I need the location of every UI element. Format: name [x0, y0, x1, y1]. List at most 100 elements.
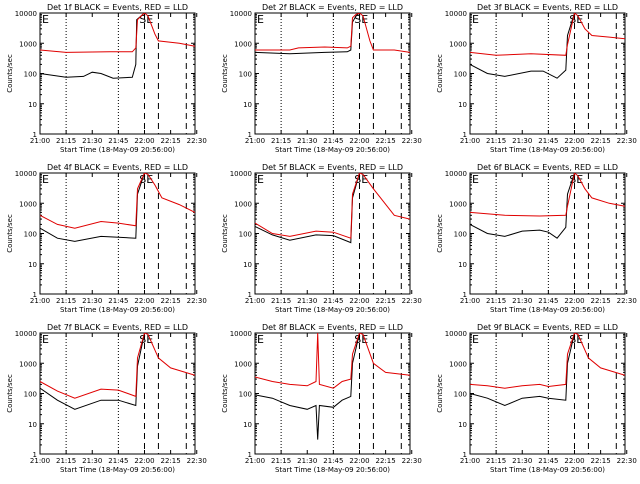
panel-title: Det 2f BLACK = Events, RED = LLD [262, 3, 403, 12]
x-tick-label: 22:30 [187, 457, 207, 465]
series-line-events [470, 333, 575, 407]
y-tick-label: 10000 [15, 10, 37, 18]
y-tick-label: 10 [28, 421, 37, 429]
x-axis-label: Start Time (18-May-09 20:56:00) [490, 466, 605, 474]
y-tick-label: 10000 [15, 330, 37, 338]
x-tick-label: 22:15 [376, 457, 396, 465]
y-tick-label: 10 [243, 421, 252, 429]
plot-frame [469, 172, 626, 295]
x-tick-label: 21:30 [512, 457, 532, 465]
x-tick-label: 21:30 [297, 297, 317, 305]
x-tick-label: 22:30 [187, 137, 207, 145]
series-line-lld [470, 333, 625, 389]
x-tick-label: 22:15 [161, 137, 181, 145]
x-tick-label: 21:45 [323, 297, 343, 305]
marker-label-e: E [472, 173, 479, 186]
y-tick-label: 1 [248, 131, 252, 139]
y-tick-label: 1 [33, 451, 37, 459]
series-line-events [40, 333, 145, 410]
x-tick-label: 22:30 [402, 297, 422, 305]
series-line-lld [40, 173, 195, 229]
panel-title: Det 6f BLACK = Events, RED = LLD [477, 163, 618, 172]
panel-title: Det 9f BLACK = Events, RED = LLD [477, 323, 618, 332]
y-tick-label: 100 [24, 71, 37, 79]
marker-label-se: SE [354, 333, 368, 346]
panel-det-2: Det 2f BLACK = Events, RED = LLD 1 10 100 10… [221, 3, 422, 154]
y-tick-label: 1 [463, 291, 467, 299]
x-tick-label: 22:30 [402, 137, 422, 145]
x-tick-label: 21:00 [460, 137, 480, 145]
y-tick-label: 10 [243, 101, 252, 109]
x-tick-label: 21:30 [297, 457, 317, 465]
plot-frame [254, 12, 411, 135]
y-tick-label: 1000 [449, 200, 467, 208]
y-axis-label: Counts/sec [6, 374, 14, 413]
y-axis-label: Counts/sec [436, 374, 444, 413]
plot-frame [254, 172, 411, 295]
panel-det-9: Det 9f BLACK = Events, RED = LLD 1 10 100 10… [436, 323, 637, 474]
y-axis-label: Counts/sec [436, 54, 444, 93]
y-tick-label: 1 [33, 291, 37, 299]
x-tick-label: 21:15 [271, 297, 291, 305]
marker-label-se: SE [569, 333, 583, 346]
panel-det-4: Det 4f BLACK = Events, RED = LLD 1 10 100 10… [6, 163, 207, 314]
y-axis-label: Counts/sec [221, 54, 229, 93]
x-tick-label: 22:00 [349, 137, 369, 145]
marker-label-e: E [42, 13, 49, 26]
y-tick-label: 100 [239, 391, 252, 399]
y-axis-label: Counts/sec [6, 214, 14, 253]
series-line-events [470, 173, 575, 239]
x-axis-label: Start Time (18-May-09 20:56:00) [275, 306, 390, 314]
series-line-lld [470, 13, 625, 56]
marker-label-se: SE [139, 13, 153, 26]
series-line-events [255, 13, 360, 55]
x-tick-label: 21:30 [512, 297, 532, 305]
marker-label-e: E [257, 173, 264, 186]
x-tick-label: 22:30 [617, 137, 637, 145]
x-axis-label: Start Time (18-May-09 20:56:00) [60, 466, 175, 474]
series-line-lld [255, 173, 410, 239]
x-tick-label: 22:30 [617, 297, 637, 305]
x-tick-label: 21:00 [460, 457, 480, 465]
y-tick-label: 1000 [449, 40, 467, 48]
marker-label-e: E [257, 13, 264, 26]
y-tick-label: 10 [28, 261, 37, 269]
panel-title: Det 7f BLACK = Events, RED = LLD [47, 323, 188, 332]
y-tick-label: 1 [33, 131, 37, 139]
x-tick-label: 21:00 [245, 457, 265, 465]
y-tick-label: 10000 [230, 170, 252, 178]
x-tick-label: 22:00 [134, 297, 154, 305]
x-tick-label: 21:00 [245, 297, 265, 305]
series-line-events [40, 13, 145, 79]
x-tick-label: 21:15 [56, 457, 76, 465]
y-axis-label: Counts/sec [6, 54, 14, 93]
y-axis-label: Counts/sec [436, 214, 444, 253]
x-axis-label: Start Time (18-May-09 20:56:00) [490, 146, 605, 154]
y-tick-label: 100 [454, 71, 467, 79]
plot-frame [469, 332, 626, 455]
y-tick-label: 1000 [19, 200, 37, 208]
marker-label-e: E [42, 333, 49, 346]
y-tick-label: 1000 [234, 40, 252, 48]
x-tick-label: 21:00 [245, 137, 265, 145]
x-tick-label: 22:15 [161, 297, 181, 305]
x-tick-label: 21:00 [30, 297, 50, 305]
marker-label-e: E [472, 13, 479, 26]
x-tick-label: 22:00 [349, 297, 369, 305]
y-tick-label: 1000 [19, 360, 37, 368]
series-line-lld [40, 333, 195, 399]
y-tick-label: 10 [243, 261, 252, 269]
panel-det-5: Det 5f BLACK = Events, RED = LLD 1 10 100 10… [221, 163, 422, 314]
y-tick-label: 10 [458, 261, 467, 269]
y-tick-label: 1000 [19, 40, 37, 48]
y-tick-label: 1 [463, 131, 467, 139]
x-tick-label: 21:30 [512, 137, 532, 145]
panel-det-7: Det 7f BLACK = Events, RED = LLD 1 10 100 10… [6, 323, 207, 474]
x-tick-label: 21:45 [108, 137, 128, 145]
y-tick-label: 10000 [230, 10, 252, 18]
plot-frame [39, 12, 196, 135]
marker-label-e: E [257, 333, 264, 346]
panel-det-8: Det 8f BLACK = Events, RED = LLD 1 10 100 10… [221, 323, 422, 474]
